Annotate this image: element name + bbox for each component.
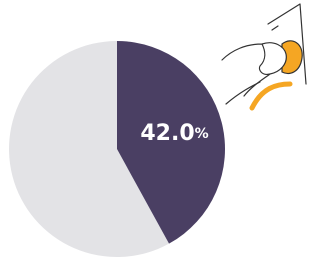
plug-illustration (222, 4, 306, 108)
value-unit: % (195, 126, 209, 142)
wall-line (272, 26, 278, 30)
chart: 42.0% (0, 0, 310, 259)
cable (252, 84, 290, 108)
page: {"chart_data": {"type": "pie", "values":… (0, 0, 320, 259)
value-number: 42.0 (140, 121, 194, 146)
